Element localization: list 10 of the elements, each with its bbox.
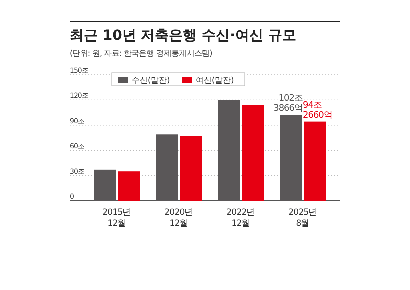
- x-tick-label: 2025년 8월: [288, 208, 318, 229]
- data-label: 94조 2660억: [303, 100, 332, 121]
- chart-title: 최근 10년 저축은행 수신·여신 규모: [70, 28, 296, 44]
- data-label: 102조 3866억: [274, 94, 304, 114]
- x-tick-label: 2022년 12월: [226, 208, 256, 229]
- x-tick-label: 2015년 12월: [102, 208, 132, 229]
- chart-subtitle: (단위: 원, 자료: 한국은행 경제통계시스템): [70, 49, 213, 58]
- legend-label: 수신(말잔): [132, 76, 170, 85]
- legend-label: 여신(말잔): [196, 76, 234, 85]
- x-tick-label: 2020년 12월: [164, 208, 194, 229]
